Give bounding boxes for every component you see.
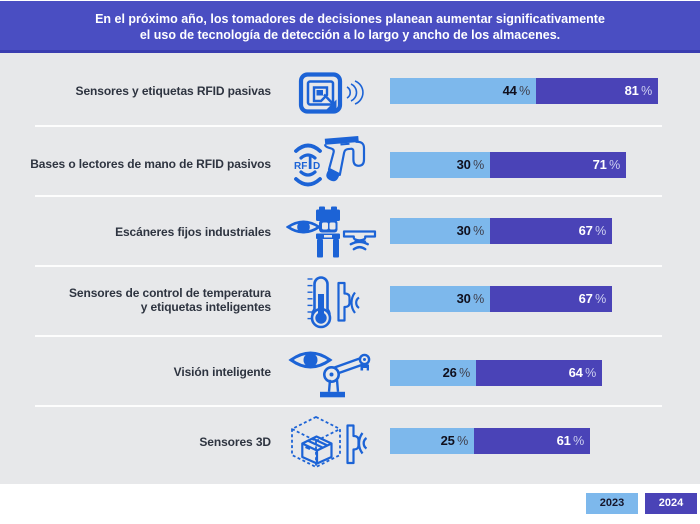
svg-text:RF: RF	[294, 161, 307, 172]
svg-text:D: D	[313, 161, 320, 172]
